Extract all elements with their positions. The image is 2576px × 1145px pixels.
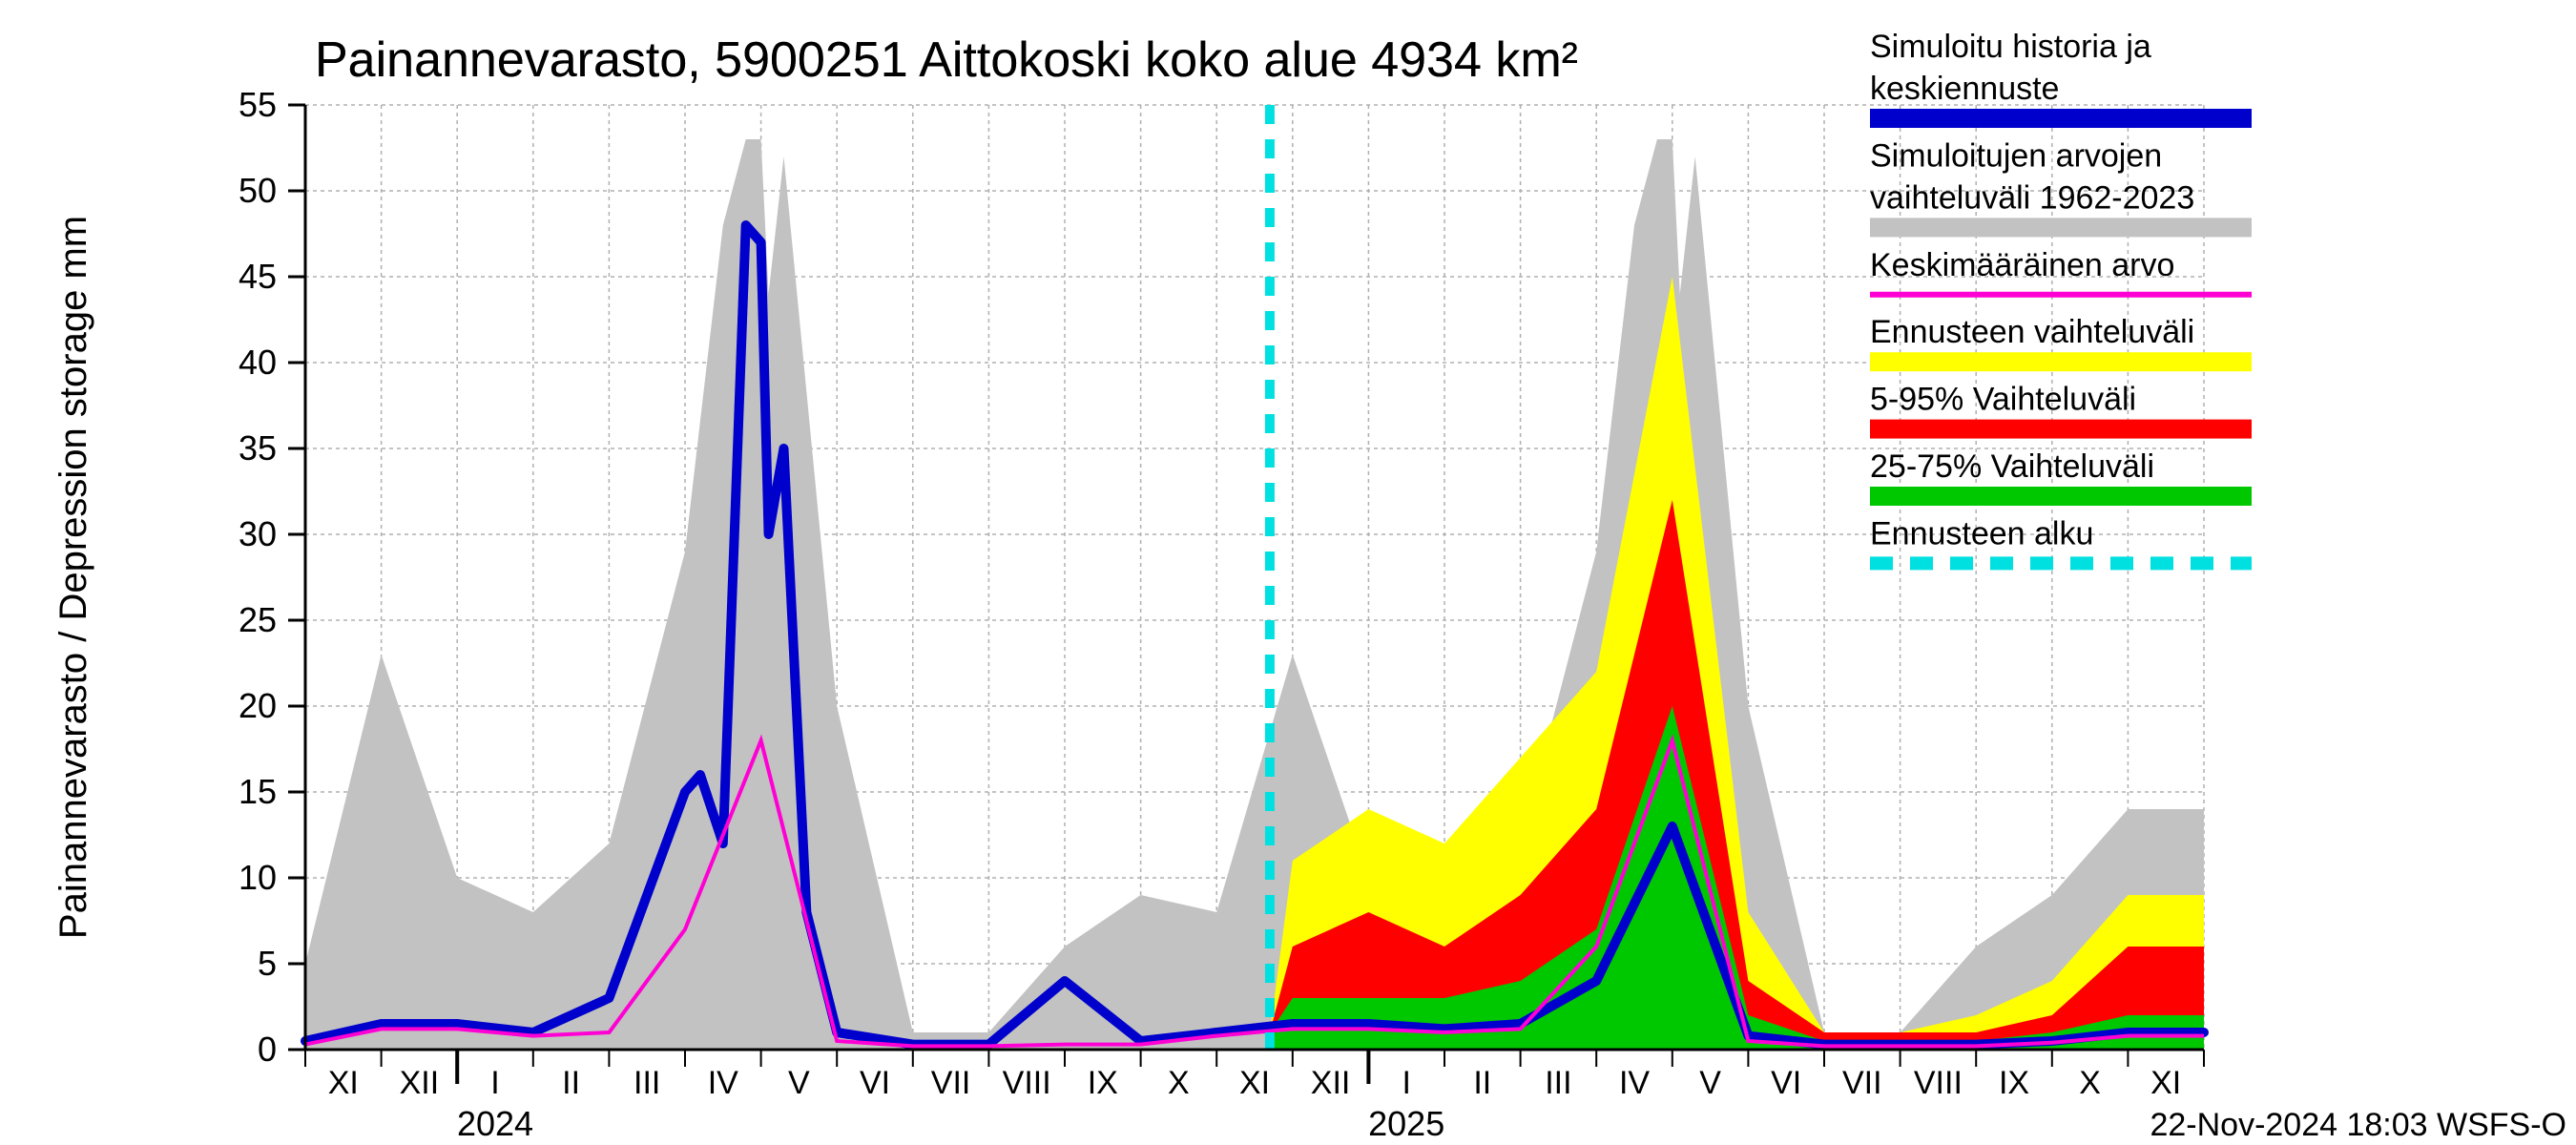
- svg-text:30: 30: [239, 514, 277, 553]
- legend-swatch: [1870, 352, 2252, 371]
- legend-label: Ennusteen vaihteluväli: [1870, 314, 2194, 350]
- svg-text:V: V: [788, 1065, 810, 1101]
- svg-text:2024: 2024: [457, 1104, 533, 1143]
- svg-text:XII: XII: [1311, 1065, 1351, 1101]
- svg-text:XII: XII: [400, 1065, 440, 1101]
- legend-label: Simuloitujen arvojen: [1870, 137, 2162, 174]
- svg-text:V: V: [1699, 1065, 1721, 1101]
- legend-label: keskiennuste: [1870, 71, 2059, 107]
- svg-text:55: 55: [239, 85, 277, 124]
- svg-text:VII: VII: [931, 1065, 971, 1101]
- svg-text:VIII: VIII: [1914, 1065, 1963, 1101]
- legend-label: vaihteluväli 1962-2023: [1870, 179, 2194, 216]
- y-axis-label: Painannevarasto / Depression storage mm: [52, 216, 94, 939]
- svg-text:5: 5: [258, 944, 277, 983]
- svg-text:III: III: [634, 1065, 660, 1101]
- legend-label: Keskimääräinen arvo: [1870, 247, 2174, 283]
- svg-text:0: 0: [258, 1030, 277, 1069]
- legend-label: Ennusteen alku: [1870, 515, 2093, 552]
- svg-text:15: 15: [239, 772, 277, 811]
- svg-text:XI: XI: [328, 1065, 359, 1101]
- legend-swatch: [1870, 218, 2252, 237]
- chart-svg: 0510152025303540455055XIXIIIIIIIIIVVVIVI…: [0, 0, 2576, 1145]
- svg-text:VII: VII: [1842, 1065, 1882, 1101]
- svg-text:40: 40: [239, 343, 277, 382]
- svg-text:VI: VI: [1771, 1065, 1801, 1101]
- svg-text:III: III: [1545, 1065, 1571, 1101]
- svg-text:X: X: [2079, 1065, 2101, 1101]
- svg-text:VI: VI: [860, 1065, 890, 1101]
- svg-text:2025: 2025: [1368, 1104, 1444, 1143]
- svg-text:35: 35: [239, 428, 277, 468]
- svg-text:10: 10: [239, 858, 277, 897]
- svg-text:45: 45: [239, 257, 277, 296]
- legend-swatch: [1870, 420, 2252, 439]
- svg-text:50: 50: [239, 171, 277, 210]
- chart-footer: 22-Nov-2024 18:03 WSFS-O: [2150, 1107, 2566, 1143]
- svg-text:25: 25: [239, 600, 277, 639]
- legend-swatch: [1870, 487, 2252, 506]
- svg-text:IX: IX: [1999, 1065, 2029, 1101]
- svg-text:XI: XI: [2150, 1065, 2181, 1101]
- svg-text:IX: IX: [1088, 1065, 1118, 1101]
- svg-text:II: II: [562, 1065, 580, 1101]
- svg-text:II: II: [1473, 1065, 1491, 1101]
- svg-text:X: X: [1168, 1065, 1190, 1101]
- legend-label: 5-95% Vaihteluväli: [1870, 382, 2136, 418]
- svg-text:VIII: VIII: [1003, 1065, 1051, 1101]
- chart-title: Painannevarasto, 5900251 Aittokoski koko…: [315, 32, 1578, 88]
- svg-text:20: 20: [239, 686, 277, 725]
- svg-text:IV: IV: [1619, 1065, 1650, 1101]
- svg-text:I: I: [490, 1065, 499, 1101]
- chart-container: 0510152025303540455055XIXIIIIIIIIIVVVIVI…: [0, 0, 2576, 1145]
- legend-label: 25-75% Vaihteluväli: [1870, 448, 2154, 485]
- svg-text:XI: XI: [1239, 1065, 1270, 1101]
- legend-label: Simuloitu historia ja: [1870, 29, 2151, 65]
- svg-text:IV: IV: [708, 1065, 738, 1101]
- svg-text:I: I: [1402, 1065, 1410, 1101]
